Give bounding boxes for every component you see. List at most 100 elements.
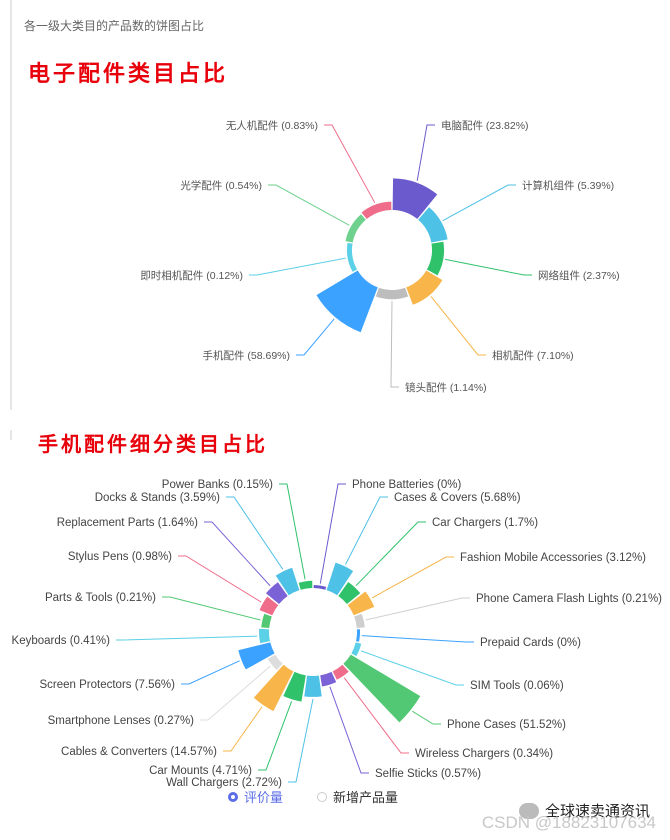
electronics-section-title: 电子配件类目占比 <box>28 61 229 87</box>
legend-label: 评价量 <box>244 790 284 805</box>
slice-label: Parts & Tools (0.21%) <box>45 592 156 604</box>
slice-label: Phone Cases (51.52%) <box>447 719 566 731</box>
slice-label: 相机配件 (7.10%) <box>492 349 574 362</box>
pie-slice[interactable] <box>275 567 300 596</box>
slice-leader-line <box>178 555 262 603</box>
slice-leader-line <box>181 660 240 685</box>
pie-slice[interactable] <box>406 270 443 305</box>
pie-slice[interactable] <box>238 642 275 670</box>
slice-label: Keyboards (0.41%) <box>12 635 111 647</box>
pie-slice[interactable] <box>343 654 421 723</box>
pie-slice[interactable] <box>426 241 445 276</box>
pie-slice[interactable] <box>283 671 306 702</box>
slice-leader-line <box>226 496 284 570</box>
slice-leader-line <box>412 710 441 725</box>
slice-label: Phone Camera Flash Lights (0.21%) <box>476 593 662 605</box>
pie-slice[interactable] <box>253 664 294 712</box>
slice-leader-line <box>204 521 271 587</box>
pie-slice[interactable] <box>375 287 409 300</box>
pie-slice[interactable] <box>361 201 392 219</box>
page-title: 各一级大类目的产品数的饼图占比 <box>24 19 205 33</box>
account-name: 全球速卖通资讯 <box>544 803 650 820</box>
pie-slice[interactable] <box>354 613 365 629</box>
slice-leader-line <box>116 635 258 641</box>
slice-label: Cables & Converters (14.57%) <box>61 746 217 758</box>
legend-item-reviews[interactable]: 评价量 <box>228 787 283 806</box>
pie-slice[interactable] <box>356 629 360 642</box>
pie-slice[interactable] <box>332 664 349 680</box>
pie-slice[interactable] <box>392 178 438 219</box>
slice-leader-line <box>319 483 346 584</box>
slice-leader-line <box>223 706 263 752</box>
slice-leader-line <box>365 597 470 621</box>
pie-slice[interactable] <box>418 207 448 243</box>
slice-leader-line <box>279 483 306 580</box>
pie-slice[interactable] <box>346 242 358 272</box>
slice-label: Car Mounts (4.71%) <box>149 765 252 777</box>
left-border-segment <box>10 430 12 440</box>
pie-slice[interactable] <box>259 628 270 644</box>
slice-leader-line <box>371 556 454 599</box>
wechat-icon <box>518 802 539 819</box>
slice-leader-line <box>288 698 314 783</box>
electronics-rose-chart: 电脑配件 (23.82%) 计算机组件 (5.39%) 网络组件 (2.37%) 相机… <box>140 119 620 394</box>
slice-label: SIM Tools (0.06%) <box>470 680 564 692</box>
slice-label: Wireless Chargers (0.34%) <box>415 748 553 760</box>
slice-label: Cases & Covers (5.68%) <box>394 492 521 504</box>
pie-slice[interactable] <box>347 591 375 616</box>
slice-leader-line <box>345 496 388 565</box>
slice-label: Stylus Pens (0.98%) <box>68 551 172 563</box>
slice-leader-line <box>355 521 426 587</box>
legend-radio-icon <box>317 791 328 802</box>
pie-slice[interactable] <box>338 581 361 605</box>
pie-slice[interactable] <box>316 270 378 333</box>
pie-slice[interactable] <box>298 580 313 590</box>
legend-radio-icon <box>228 791 238 802</box>
slice-leader-line <box>445 258 532 276</box>
slice-label: Replacement Parts (1.64%) <box>57 517 198 529</box>
slice-leader-line <box>162 596 261 621</box>
pie-slice[interactable] <box>267 654 283 671</box>
slice-leader-line <box>268 184 350 226</box>
pie-slice[interactable] <box>304 675 322 697</box>
slice-leader-line <box>258 701 293 771</box>
slice-label: Prepaid Cards (0%) <box>480 637 581 649</box>
pie-slice[interactable] <box>326 562 354 596</box>
slice-leader-line <box>200 665 271 721</box>
slice-label: Car Chargers (1.7%) <box>432 517 538 529</box>
pie-slice[interactable] <box>259 596 279 616</box>
slice-label: 计算机组件 (5.39%) <box>522 179 614 192</box>
pie-slice[interactable] <box>345 214 366 243</box>
slice-leader-line <box>390 301 399 388</box>
csdn-watermark: CSDN @18823107634 <box>481 813 656 832</box>
legend: 评价量 新增产品量 <box>228 787 398 806</box>
slice-leader-line <box>442 184 516 222</box>
pie-slice[interactable] <box>313 585 327 590</box>
slice-label: 手机配件 (58.69%) <box>202 349 290 362</box>
slice-leader-line <box>296 318 335 356</box>
slice-label: Screen Protectors (7.56%) <box>39 679 175 691</box>
pie-slice[interactable] <box>265 582 288 605</box>
slice-leader-line <box>343 677 409 754</box>
slice-label: Selfie Sticks (0.57%) <box>375 768 481 780</box>
pie-slice[interactable] <box>351 642 362 657</box>
slice-leader-line <box>329 686 369 774</box>
slice-leader-line <box>324 124 376 203</box>
legend-item-new-products[interactable]: 新增产品量 <box>317 787 398 806</box>
slice-label: Docks & Stands (3.59%) <box>95 492 220 504</box>
slice-label: Fashion Mobile Accessories (3.12%) <box>460 552 646 564</box>
slice-label: Wall Chargers (2.72%) <box>166 777 282 789</box>
slice-label: Smartphone Lenses (0.27%) <box>48 715 195 727</box>
slice-leader-line <box>360 650 464 686</box>
slice-leader-line <box>416 124 435 181</box>
slice-label: 网络组件 (2.37%) <box>538 269 620 282</box>
pie-slice[interactable] <box>320 671 337 687</box>
slice-leader-line <box>249 257 346 276</box>
slice-leader-line <box>430 296 486 356</box>
pie-slice[interactable] <box>261 613 272 629</box>
slice-label: 镜头配件 (1.14%) <box>405 381 487 394</box>
phone-accessories-rose-chart: Phone Batteries (0%)Cases & Covers (5.68… <box>12 479 663 789</box>
phone-section-title: 手机配件细分类目占比 <box>38 432 268 456</box>
left-border <box>10 0 12 410</box>
legend-label: 新增产品量 <box>333 790 399 805</box>
